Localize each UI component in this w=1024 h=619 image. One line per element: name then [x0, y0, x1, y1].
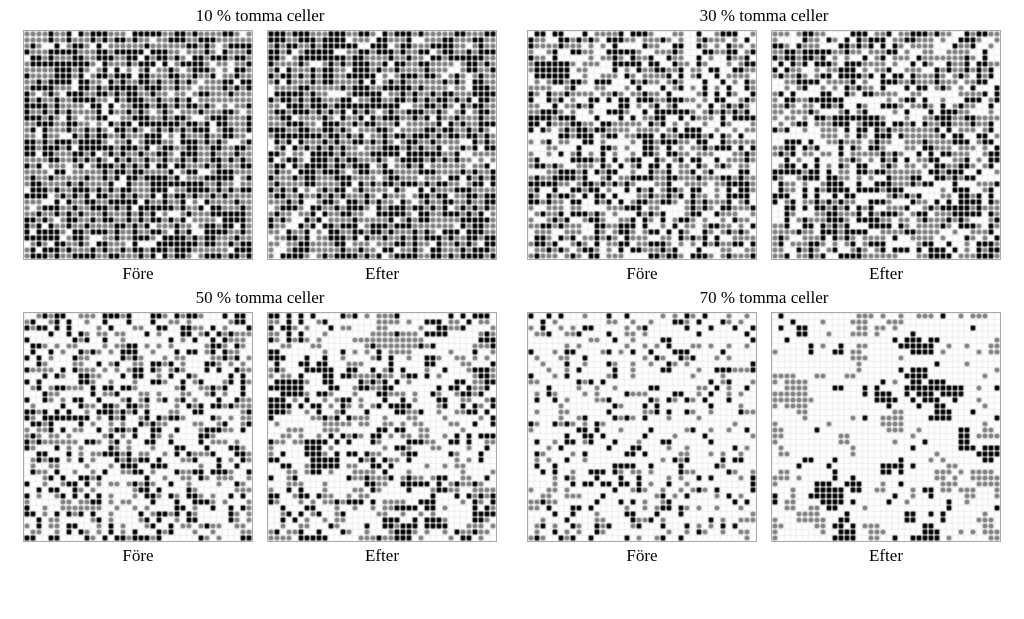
- group-title: 30 % tomma celler: [700, 6, 829, 26]
- panel-caption-after: Efter: [869, 546, 903, 566]
- panel-after: Efter: [771, 312, 1001, 566]
- panel-before: Före: [527, 30, 757, 284]
- panel-after: Efter: [771, 30, 1001, 284]
- grid-canvas: [23, 312, 253, 542]
- panel-before: Före: [527, 312, 757, 566]
- grid-canvas: [771, 312, 1001, 542]
- figure-row-top: 10 % tomma celler Före Efter 30 % tomma …: [23, 6, 1001, 284]
- group-title: 70 % tomma celler: [700, 288, 829, 308]
- grid-canvas: [527, 30, 757, 260]
- group-title: 10 % tomma celler: [196, 6, 325, 26]
- panel-caption-before: Före: [122, 546, 153, 566]
- grid-canvas: [527, 312, 757, 542]
- panel-pair: Före Efter: [23, 312, 497, 566]
- panel-before: Före: [23, 30, 253, 284]
- group-10pct: 10 % tomma celler Före Efter: [23, 6, 497, 284]
- panel-caption-after: Efter: [869, 264, 903, 284]
- group-50pct: 50 % tomma celler Före Efter: [23, 288, 497, 566]
- group-70pct: 70 % tomma celler Före Efter: [527, 288, 1001, 566]
- panel-caption-after: Efter: [365, 546, 399, 566]
- panel-pair: Före Efter: [23, 30, 497, 284]
- panel-pair: Före Efter: [527, 312, 1001, 566]
- figure-row-bottom: 50 % tomma celler Före Efter 70 % tomma …: [23, 288, 1001, 566]
- panel-after: Efter: [267, 312, 497, 566]
- grid-canvas: [771, 30, 1001, 260]
- grid-canvas: [267, 312, 497, 542]
- grid-canvas: [23, 30, 253, 260]
- grid-canvas: [267, 30, 497, 260]
- panel-caption-before: Före: [122, 264, 153, 284]
- panel-before: Före: [23, 312, 253, 566]
- group-30pct: 30 % tomma celler Före Efter: [527, 6, 1001, 284]
- group-title: 50 % tomma celler: [196, 288, 325, 308]
- panel-pair: Före Efter: [527, 30, 1001, 284]
- panel-caption-before: Före: [626, 546, 657, 566]
- panel-caption-after: Efter: [365, 264, 399, 284]
- panel-caption-before: Före: [626, 264, 657, 284]
- panel-after: Efter: [267, 30, 497, 284]
